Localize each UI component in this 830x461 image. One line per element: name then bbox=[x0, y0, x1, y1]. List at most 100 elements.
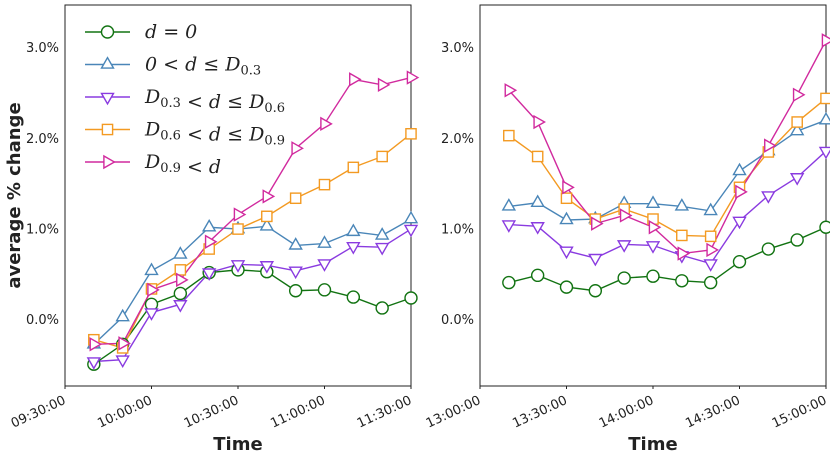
legend-label: 0 < d ≤ D0.3 bbox=[145, 54, 261, 79]
data-point bbox=[377, 77, 391, 93]
x-tick-label: 15:00:00 bbox=[770, 393, 829, 431]
data-point bbox=[176, 272, 189, 288]
y-axis-label: average % change bbox=[4, 102, 25, 288]
series-line bbox=[508, 97, 827, 238]
data-point bbox=[503, 129, 515, 142]
legend-marker bbox=[100, 25, 115, 39]
data-point bbox=[533, 114, 546, 130]
data-point bbox=[347, 161, 360, 174]
data-point bbox=[288, 284, 303, 298]
data-point bbox=[115, 355, 130, 369]
data-point bbox=[821, 33, 830, 48]
data-point bbox=[735, 184, 748, 200]
x-tick-label: 10:30:00 bbox=[182, 393, 241, 431]
series-line bbox=[93, 133, 412, 349]
data-point bbox=[820, 92, 830, 105]
data-point bbox=[591, 216, 604, 231]
data-point bbox=[530, 194, 545, 208]
data-point bbox=[346, 241, 361, 255]
data-point bbox=[732, 216, 747, 230]
data-point bbox=[173, 246, 188, 259]
data-point bbox=[233, 207, 247, 222]
data-point bbox=[346, 223, 361, 237]
data-point bbox=[349, 72, 362, 87]
data-point bbox=[792, 87, 806, 103]
data-point bbox=[405, 128, 417, 140]
data-point bbox=[259, 218, 275, 231]
data-point bbox=[676, 229, 688, 242]
data-point bbox=[645, 195, 661, 208]
data-point bbox=[317, 283, 332, 297]
data-point bbox=[619, 208, 633, 223]
data-point bbox=[375, 301, 389, 315]
data-point bbox=[706, 242, 719, 258]
data-point bbox=[501, 220, 517, 233]
data-point bbox=[791, 116, 803, 128]
data-point bbox=[588, 284, 603, 298]
data-point bbox=[789, 122, 805, 136]
data-point bbox=[230, 260, 246, 273]
data-point bbox=[201, 218, 217, 232]
x-axis-label: Time bbox=[213, 434, 262, 455]
data-point bbox=[645, 241, 661, 254]
data-point bbox=[677, 246, 691, 261]
data-point bbox=[789, 173, 805, 186]
data-point bbox=[790, 233, 804, 247]
data-point bbox=[764, 138, 777, 153]
series-line bbox=[508, 119, 827, 221]
data-point bbox=[504, 83, 518, 98]
x-tick-label: 14:00:00 bbox=[597, 393, 656, 431]
data-point bbox=[617, 271, 631, 285]
data-point bbox=[761, 191, 776, 204]
data-point bbox=[232, 223, 244, 235]
y-tick-label: 2.0% bbox=[441, 132, 474, 147]
series-line bbox=[93, 228, 412, 363]
x-tick-label: 14:30:00 bbox=[683, 393, 742, 431]
data-point bbox=[703, 259, 718, 272]
data-point bbox=[289, 192, 302, 205]
data-point bbox=[562, 180, 575, 195]
data-point bbox=[703, 275, 718, 290]
data-point bbox=[404, 291, 418, 305]
data-point bbox=[501, 198, 517, 211]
data-point bbox=[560, 192, 573, 205]
legend-marker bbox=[103, 154, 116, 170]
x-tick-label: 10:00:00 bbox=[95, 393, 154, 431]
data-point bbox=[406, 70, 420, 85]
data-point bbox=[259, 261, 275, 274]
x-tick-label: 11:00:00 bbox=[268, 393, 327, 431]
data-point bbox=[703, 202, 718, 216]
y-tick-label: 1.0% bbox=[26, 222, 59, 237]
data-point bbox=[675, 274, 689, 288]
series-line bbox=[508, 226, 827, 292]
data-point bbox=[89, 337, 103, 352]
legend-marker bbox=[101, 123, 114, 136]
data-point bbox=[819, 220, 830, 234]
y-tick-label: 0.0% bbox=[26, 313, 59, 328]
data-point bbox=[376, 150, 388, 163]
series-line bbox=[93, 269, 412, 365]
data-point bbox=[115, 308, 130, 322]
data-point bbox=[144, 308, 159, 321]
data-point bbox=[674, 198, 690, 211]
data-point bbox=[732, 255, 747, 269]
x-tick-label: 13:30:00 bbox=[510, 393, 569, 431]
data-point bbox=[761, 242, 776, 256]
legend-marker bbox=[100, 56, 115, 69]
data-point bbox=[147, 282, 160, 298]
data-point bbox=[732, 162, 747, 176]
series-line bbox=[93, 76, 412, 345]
data-point bbox=[374, 227, 390, 240]
legend-label: D0.3 < d ≤ D0.6 bbox=[144, 86, 285, 116]
data-point bbox=[818, 111, 830, 125]
data-point bbox=[530, 222, 545, 235]
data-point bbox=[648, 220, 662, 235]
legend-label: D0.6 < d ≤ D0.9 bbox=[144, 119, 285, 149]
legend-marker bbox=[100, 92, 115, 106]
data-point bbox=[646, 269, 660, 283]
data-point bbox=[317, 235, 332, 248]
data-point bbox=[818, 146, 830, 160]
data-point bbox=[403, 224, 419, 238]
y-tick-label: 3.0% bbox=[26, 41, 59, 56]
